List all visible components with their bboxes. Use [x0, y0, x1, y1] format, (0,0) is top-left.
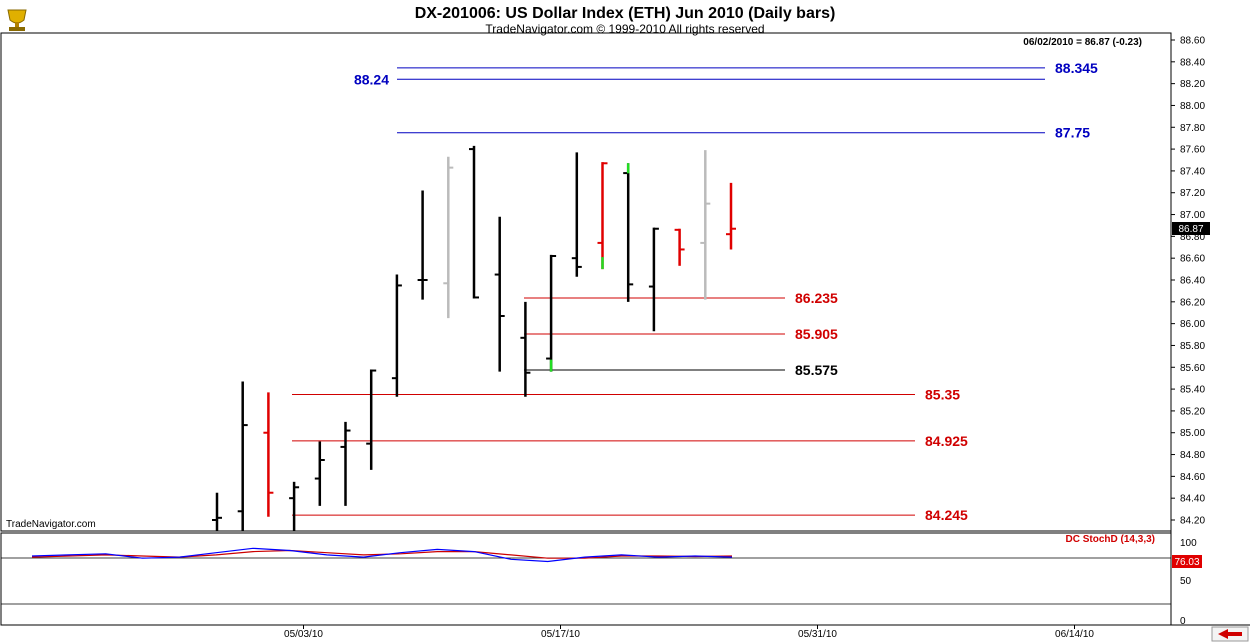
- ohlc-bar: [237, 381, 248, 531]
- scroll-left-button[interactable]: [1211, 626, 1249, 642]
- stoch-k-line: [31, 547, 733, 563]
- ind-tick-100: 100: [1180, 538, 1197, 549]
- x-tick-label: 05/17/10: [541, 629, 580, 640]
- y-tick-label: 85.60: [1180, 363, 1205, 374]
- level-label: 84.245: [925, 507, 968, 523]
- ohlc-bar: [546, 254, 557, 372]
- ohlc-bar: [623, 163, 634, 302]
- y-tick-label: 86.40: [1180, 276, 1205, 287]
- ind-tick-50: 50: [1180, 576, 1192, 587]
- ohlc-bar: [726, 182, 736, 250]
- y-tick-label: 86.20: [1180, 297, 1205, 308]
- indicator-label: DC StochD (14,3,3): [1066, 534, 1155, 545]
- price-readout: 06/02/2010 = 86.87 (-0.23): [1023, 37, 1142, 48]
- y-axis: 88.60 88.40 88.20 88.00 87.80 87.60 87.40 87.20…: [1171, 36, 1205, 527]
- chart-subtitle: TradeNavigator.com © 1999-2010 All right…: [485, 22, 764, 36]
- y-tick-label: 87.20: [1180, 188, 1205, 199]
- level-label: 85.905: [795, 326, 838, 342]
- y-tick-label: 84.80: [1180, 450, 1205, 461]
- y-tick-label: 88.40: [1180, 57, 1205, 68]
- ohlc-bar: [469, 145, 479, 299]
- ind-tick-0: 0: [1180, 616, 1186, 627]
- ohlc-bar: [417, 190, 428, 300]
- y-tick-label: 85.80: [1180, 341, 1205, 352]
- ohlc-bar: [674, 228, 685, 266]
- ohlc-bar: [597, 162, 608, 270]
- y-tick-label: 88.00: [1180, 101, 1205, 112]
- ohlc-bar: [366, 369, 377, 470]
- y-tick-label: 87.60: [1180, 145, 1205, 156]
- ohlc-bar: [443, 156, 454, 319]
- level-label: 86.235: [795, 290, 838, 306]
- ohlc-bar: [263, 392, 274, 517]
- y-tick-label: 85.20: [1180, 406, 1205, 417]
- last-price-box: 86.87: [1172, 222, 1210, 235]
- y-tick-label: 85.40: [1180, 385, 1205, 396]
- y-tick-label: 88.20: [1180, 79, 1205, 90]
- last-price-label: 86.87: [1178, 224, 1203, 235]
- level-label: 88.345: [1055, 60, 1098, 76]
- stoch-value-box: 76.03: [1172, 555, 1202, 568]
- y-tick-label: 84.20: [1180, 516, 1205, 527]
- arrow-left-icon: [1218, 629, 1242, 639]
- stoch-value-label: 76.03: [1174, 557, 1199, 568]
- x-tick-label: 05/03/10: [284, 629, 323, 640]
- watermark: TradeNavigator.com: [6, 519, 96, 530]
- level-label: 84.925: [925, 433, 968, 449]
- x-tick-label: 05/31/10: [798, 629, 837, 640]
- level-label: 85.575: [795, 362, 838, 378]
- ohlc-bar: [340, 421, 351, 506]
- ohlc-bar: [520, 301, 531, 397]
- price-panel: [0, 32, 1172, 532]
- ohlc-bar: [700, 150, 711, 300]
- y-tick-label: 86.80: [1180, 232, 1205, 243]
- chart-title: DX-201006: US Dollar Index (ETH) Jun 201…: [415, 5, 836, 22]
- y-tick-label: 88.60: [1180, 36, 1205, 47]
- level-label: 85.35: [925, 387, 960, 403]
- stochastic-lines: [31, 547, 733, 563]
- trophy-icon: [7, 9, 27, 31]
- y-tick-label: 87.80: [1180, 123, 1205, 134]
- y-tick-label: 87.00: [1180, 210, 1205, 221]
- x-axis: 05/03/10 05/17/10 05/31/10 06/14/10: [284, 625, 1094, 640]
- level-label: 88.24: [354, 71, 389, 87]
- ohlc-bar: [391, 274, 402, 397]
- x-tick-label: 06/14/10: [1055, 629, 1094, 640]
- level-label: 87.75: [1055, 125, 1090, 141]
- ohlc-bar: [571, 152, 582, 277]
- ohlc-bar: [648, 227, 659, 332]
- ohlc-bar: [494, 216, 505, 372]
- y-tick-label: 84.60: [1180, 472, 1205, 483]
- y-tick-label: 87.40: [1180, 166, 1205, 177]
- y-tick-label: 86.60: [1180, 254, 1205, 265]
- indicator-panel: [0, 532, 1172, 626]
- ohlc-bars: [212, 145, 736, 531]
- ohlc-bar: [212, 492, 222, 531]
- price-levels: 88.24 88.345 87.75 86.235 85.905 85.575 85.35 8…: [292, 60, 1098, 523]
- y-tick-label: 85.00: [1180, 428, 1205, 439]
- ohlc-bar: [314, 441, 325, 506]
- y-tick-label: 86.00: [1180, 319, 1205, 330]
- y-tick-label: 84.40: [1180, 494, 1205, 505]
- ohlc-bar: [289, 481, 300, 531]
